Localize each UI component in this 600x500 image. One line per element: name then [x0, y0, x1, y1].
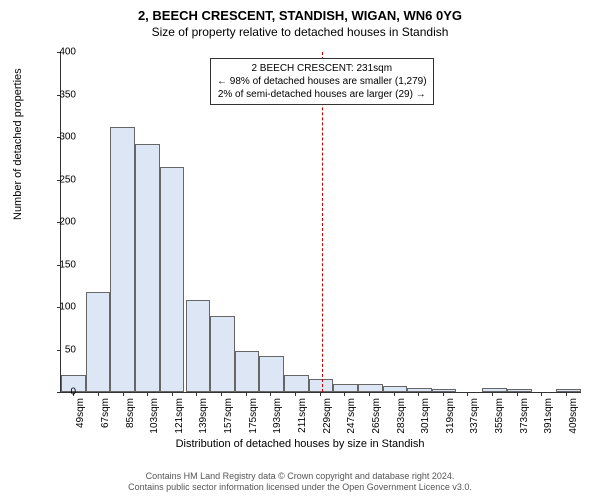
x-tick-label: 319sqm [445, 398, 456, 434]
footer: Contains HM Land Registry data © Crown c… [0, 471, 600, 494]
x-tick-mark [541, 392, 542, 396]
x-tick-label: 283sqm [396, 398, 407, 434]
histogram-bar [160, 167, 185, 392]
histogram-bar [333, 384, 358, 393]
x-tick-mark [517, 392, 518, 396]
x-tick-label: 301sqm [420, 398, 431, 434]
x-tick-mark [123, 392, 124, 396]
y-axis-label: Number of detached properties [12, 68, 24, 220]
footer-line-2: Contains public sector information licen… [0, 482, 600, 494]
x-tick-mark [418, 392, 419, 396]
histogram-bar [86, 292, 111, 392]
histogram-bar [407, 388, 432, 392]
x-tick-mark [295, 392, 296, 396]
y-tick-label: 200 [59, 217, 76, 228]
x-tick-label: 85sqm [125, 398, 136, 428]
y-tick-label: 50 [65, 344, 76, 355]
x-tick-label: 139sqm [198, 398, 209, 434]
title-main: 2, BEECH CRESCENT, STANDISH, WIGAN, WN6 … [0, 0, 600, 23]
histogram-bar [135, 144, 160, 392]
histogram-bar [110, 127, 135, 392]
x-tick-label: 121sqm [174, 398, 185, 434]
x-tick-mark [394, 392, 395, 396]
y-tick-label: 250 [59, 174, 76, 185]
x-tick-label: 211sqm [297, 398, 308, 433]
x-tick-mark [196, 392, 197, 396]
x-axis-label: Distribution of detached houses by size … [0, 438, 600, 450]
annotation-box: 2 BEECH CRESCENT: 231sqm ← 98% of detach… [210, 58, 434, 105]
annot-line-2: ← 98% of detached houses are smaller (1,… [217, 75, 427, 88]
x-tick-label: 157sqm [223, 398, 234, 434]
x-tick-mark [221, 392, 222, 396]
x-tick-label: 229sqm [322, 398, 333, 434]
histogram-bar [259, 356, 284, 392]
x-tick-mark [566, 392, 567, 396]
x-tick-mark [344, 392, 345, 396]
annot-line-1: 2 BEECH CRESCENT: 231sqm [217, 62, 427, 75]
histogram-bar [186, 300, 211, 392]
x-tick-label: 103sqm [149, 398, 160, 434]
histogram-bar [482, 388, 507, 392]
x-tick-mark [320, 392, 321, 396]
x-tick-mark [492, 392, 493, 396]
y-tick-label: 300 [59, 132, 76, 143]
y-tick-label: 100 [59, 302, 76, 313]
x-tick-label: 373sqm [519, 398, 530, 434]
histogram-bar [432, 389, 457, 392]
x-tick-label: 247sqm [346, 398, 357, 434]
x-tick-mark [369, 392, 370, 396]
y-tick-label: 150 [59, 259, 76, 270]
x-tick-label: 175sqm [248, 398, 259, 434]
x-tick-mark [467, 392, 468, 396]
histogram-bar [556, 389, 581, 392]
y-tick-mark [57, 350, 61, 351]
x-tick-mark [172, 392, 173, 396]
histogram-bar [358, 384, 383, 393]
histogram-bar [507, 389, 532, 392]
histogram-bar [284, 375, 309, 392]
x-tick-label: 67sqm [100, 398, 111, 428]
x-tick-label: 337sqm [469, 398, 480, 434]
y-tick-label: 350 [59, 89, 76, 100]
x-tick-label: 265sqm [371, 398, 382, 434]
x-tick-label: 49sqm [75, 398, 86, 428]
x-tick-label: 409sqm [568, 398, 579, 434]
x-tick-mark [270, 392, 271, 396]
x-tick-label: 391sqm [543, 398, 554, 434]
y-tick-label: 400 [59, 47, 76, 58]
chart-container: 2, BEECH CRESCENT, STANDISH, WIGAN, WN6 … [0, 0, 600, 500]
y-tick-label: 0 [70, 387, 76, 398]
histogram-bar [309, 379, 334, 392]
y-tick-mark [57, 392, 61, 393]
x-tick-mark [246, 392, 247, 396]
title-sub: Size of property relative to detached ho… [0, 23, 600, 39]
x-tick-mark [98, 392, 99, 396]
chart-area: 2 BEECH CRESCENT: 231sqm ← 98% of detach… [60, 52, 580, 392]
x-tick-label: 355sqm [494, 398, 505, 434]
histogram-bar [210, 316, 235, 393]
annot-line-3: 2% of semi-detached houses are larger (2… [217, 88, 427, 101]
x-tick-mark [147, 392, 148, 396]
footer-line-1: Contains HM Land Registry data © Crown c… [0, 471, 600, 483]
histogram-bar [235, 351, 260, 392]
histogram-bar [383, 386, 408, 392]
x-tick-label: 193sqm [272, 398, 283, 434]
x-tick-mark [443, 392, 444, 396]
